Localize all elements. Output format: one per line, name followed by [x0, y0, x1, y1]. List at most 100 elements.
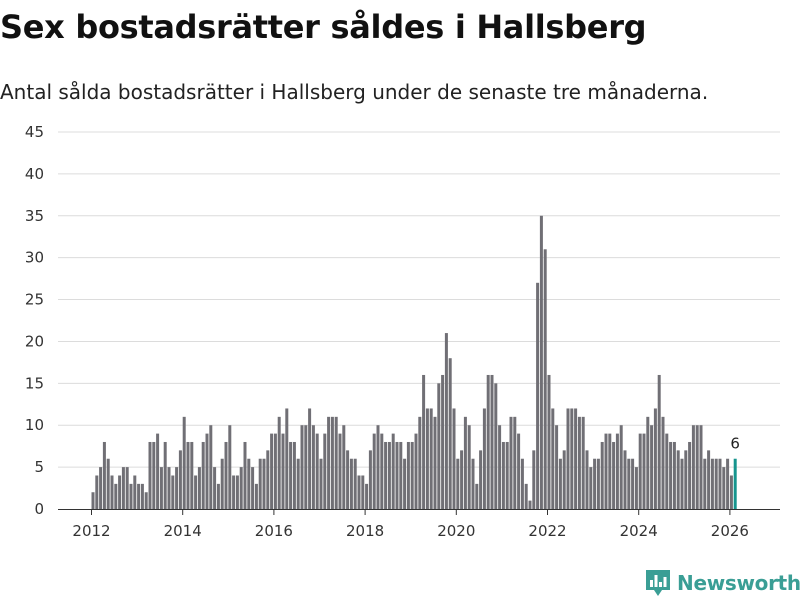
bar [456, 458, 460, 509]
bar [300, 425, 304, 509]
bar [205, 433, 209, 509]
bar [577, 416, 581, 509]
bar [688, 441, 692, 509]
bar [311, 425, 315, 509]
bar [99, 467, 103, 509]
bar [167, 467, 171, 509]
bar [292, 441, 296, 509]
bar [429, 408, 433, 509]
bar [289, 441, 293, 509]
bar [91, 492, 95, 509]
bar [140, 483, 144, 509]
bar [133, 475, 137, 509]
bar [213, 467, 217, 509]
y-tick-label: 45 [25, 123, 44, 141]
bar [315, 433, 319, 509]
bar [368, 450, 372, 509]
highlight-value-label: 6 [730, 435, 740, 453]
bar [323, 433, 327, 509]
bar [228, 425, 232, 509]
bar [190, 441, 194, 509]
brand-logo: Newsworthy [645, 568, 800, 598]
bar [726, 458, 730, 509]
bar [505, 441, 509, 509]
bar [566, 408, 570, 509]
bar [665, 433, 669, 509]
bar [235, 475, 239, 509]
bar [330, 416, 334, 509]
bar [596, 458, 600, 509]
bar [414, 433, 418, 509]
bar [121, 467, 125, 509]
bar [513, 416, 517, 509]
brand-name: Newsworthy [677, 571, 800, 595]
bar [171, 475, 175, 509]
bar [608, 433, 612, 509]
bar [574, 408, 578, 509]
bar [258, 458, 262, 509]
bar [669, 441, 673, 509]
bar [676, 450, 680, 509]
bar [308, 408, 312, 509]
bar [615, 433, 619, 509]
bar [254, 483, 258, 509]
bar [657, 374, 661, 509]
bar [163, 441, 167, 509]
x-tick-label: 2024 [620, 522, 658, 540]
bar [395, 441, 399, 509]
bar [612, 441, 616, 509]
bar [539, 215, 543, 509]
bar-highlight [733, 458, 737, 509]
bar [486, 374, 490, 509]
bar [144, 492, 148, 509]
bar [361, 475, 365, 509]
y-tick-label: 40 [25, 165, 44, 183]
bar [498, 425, 502, 509]
bar [372, 433, 376, 509]
bar [281, 433, 285, 509]
bar [634, 467, 638, 509]
bar [216, 483, 220, 509]
bar [460, 450, 464, 509]
bar [551, 408, 555, 509]
bar [452, 408, 456, 509]
bar [106, 458, 110, 509]
bar [349, 458, 353, 509]
bar [342, 425, 346, 509]
bar [178, 450, 182, 509]
x-tick-label: 2016 [255, 522, 293, 540]
bar [589, 467, 593, 509]
bar [285, 408, 289, 509]
bar [714, 458, 718, 509]
x-tick-label: 2020 [437, 522, 475, 540]
bar [718, 458, 722, 509]
bar [422, 374, 426, 509]
bar [319, 458, 323, 509]
bar [159, 467, 163, 509]
bar [471, 458, 475, 509]
bar [558, 458, 562, 509]
bar [482, 408, 486, 509]
bar [467, 425, 471, 509]
bar [102, 441, 106, 509]
x-tick-label: 2022 [528, 522, 566, 540]
bar [399, 441, 403, 509]
bar [600, 441, 604, 509]
bar [209, 425, 213, 509]
x-axis: 2012 2014 2016 2018 2020 2022 2024 2026 [72, 509, 749, 540]
y-tick-label: 35 [25, 207, 44, 225]
x-tick-label: 2012 [72, 522, 110, 540]
y-tick-label: 15 [25, 374, 44, 392]
y-tick-label: 0 [34, 500, 44, 518]
bar [501, 441, 505, 509]
bar [433, 416, 437, 509]
bar [729, 475, 733, 509]
bar [391, 433, 395, 509]
bar [220, 458, 224, 509]
bar [273, 433, 277, 509]
bar [543, 249, 547, 510]
x-tick-label: 2026 [711, 522, 749, 540]
bar [494, 383, 498, 509]
bar [186, 441, 190, 509]
bar [479, 450, 483, 509]
